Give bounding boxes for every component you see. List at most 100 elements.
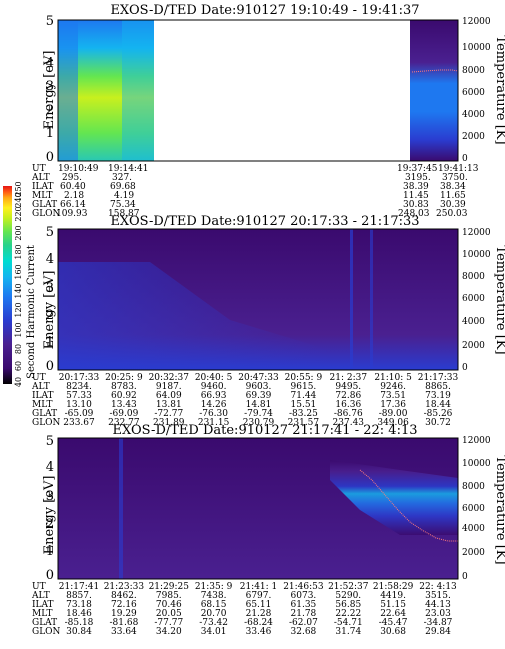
table-cell: 23.03 <box>425 609 451 619</box>
table-cell: 19:14:41 <box>108 164 148 174</box>
table-cell: 231.15 <box>198 418 230 428</box>
table-cell: -76.30 <box>199 409 228 419</box>
table-cell: 21:41: 1 <box>240 582 278 592</box>
table-cell: 21:29:25 <box>149 582 190 592</box>
panel-1-right-axis: 0 2000 4000 6000 8000 10000 12000 Temper… <box>462 17 505 164</box>
table-cell: 8462. <box>111 591 137 601</box>
table-cell: 21.78 <box>291 609 317 619</box>
table-cell: 4.19 <box>114 191 134 201</box>
table-cell: 16.36 <box>335 400 361 410</box>
y-tick-label: 0 <box>46 359 54 374</box>
table-cell: 69.39 <box>246 391 272 401</box>
row-header: GLAT <box>32 200 57 210</box>
table-cell: 19:37:45 <box>397 164 438 174</box>
table-cell: 71.44 <box>291 391 317 401</box>
table-cell: 64.09 <box>156 391 182 401</box>
y-axis-label: Energy [eV] <box>42 51 57 130</box>
panel-3-left-axis: 0 1 2 3 4 5 Energy [eV] <box>42 434 57 583</box>
table-cell: 109.93 <box>56 209 88 219</box>
y-tick-label: 5 <box>46 434 54 449</box>
table-cell: -68.24 <box>244 618 273 628</box>
table-cell: 8783. <box>111 382 137 392</box>
table-cell: 8857. <box>66 591 92 601</box>
panel-2-left-axis: 0 1 2 3 4 5 Energy [eV] <box>42 225 57 374</box>
table-cell: 68.15 <box>201 600 227 610</box>
y2-tick-label: 12000 <box>462 17 491 27</box>
table-cell: 295. <box>62 173 82 183</box>
table-cell: 21: 2:37 <box>330 373 368 383</box>
table-cell: -54.71 <box>334 618 363 628</box>
colorbar-tick-label: 120 <box>14 302 23 317</box>
table-cell: 158.87 <box>108 209 140 219</box>
table-cell: 21:46:53 <box>283 582 324 592</box>
table-cell: 9246. <box>380 382 406 392</box>
table-cell: -86.76 <box>334 409 363 419</box>
y2-tick-label: 6000 <box>462 294 485 304</box>
table-cell: 18.46 <box>66 609 92 619</box>
y-axis-label: Energy [eV] <box>42 271 57 350</box>
heatmap-enhancement <box>58 262 330 370</box>
table-cell: 44.13 <box>425 600 451 610</box>
heatmap-segment-1-band <box>122 20 154 161</box>
table-cell: 11.65 <box>440 191 466 201</box>
panel-2-frame <box>57 228 459 371</box>
y2-tick-label: 2000 <box>462 548 485 558</box>
colorbar-tick-label: 220 <box>14 206 23 221</box>
table-cell: 19:10:49 <box>58 164 99 174</box>
y-tick-label: 5 <box>46 225 54 240</box>
table-cell: 19:41:13 <box>438 164 479 174</box>
y-tick-label: 1 <box>46 335 54 350</box>
heatmap-segment-1-cool <box>58 20 78 161</box>
y2-tick-label: 0 <box>462 154 468 164</box>
y-tick-label: 0 <box>46 568 54 583</box>
panel-3-title: EXOS-D/TED Date:910127 21:17:41 - 22: 4:… <box>113 423 418 438</box>
table-cell: 56.85 <box>335 600 361 610</box>
table-cell: 66.93 <box>201 391 227 401</box>
colorbar-tick-label: 100 <box>14 322 23 337</box>
table-cell: 17.36 <box>380 400 406 410</box>
panel-1-title: EXOS-D/TED Date:910127 19:10:49 - 19:41:… <box>110 3 419 18</box>
panel-3-right-axis: 0 2000 4000 6000 8000 10000 12000 Temper… <box>462 436 505 582</box>
row-header: ALT <box>31 382 50 392</box>
table-cell: 2.18 <box>64 191 84 201</box>
table-cell: 9603. <box>246 382 272 392</box>
panel-3-frame <box>57 437 459 580</box>
panel-3-orbit-table: UT ALT ILAT MLT GLAT GLON <box>31 582 61 637</box>
panel-1-heatmap <box>58 20 458 161</box>
table-cell: 32.68 <box>291 627 317 637</box>
table-cell: 5290. <box>335 591 361 601</box>
table-cell: 21:23:33 <box>104 582 145 592</box>
temperature-trace-3 <box>359 469 458 542</box>
table-cell: 21:17:41 <box>59 582 99 592</box>
table-cell: 349.06 <box>377 418 409 428</box>
row-header: ILAT <box>32 182 54 192</box>
y-tick-label: 5 <box>46 14 54 29</box>
table-cell: 33.46 <box>246 627 272 637</box>
y-tick-label: 4 <box>46 56 54 71</box>
table-cell: 21:10: 5 <box>374 373 412 383</box>
table-cell: 75.34 <box>110 200 136 210</box>
y-tick-label: 3 <box>46 281 54 296</box>
y-tick-label: 2 <box>46 517 54 532</box>
table-cell: 69.68 <box>110 182 136 192</box>
table-cell: 13.43 <box>111 400 137 410</box>
table-cell: 233.67 <box>63 418 95 428</box>
y2-tick-label: 4000 <box>462 524 485 534</box>
table-cell: 30.68 <box>380 627 406 637</box>
y-tick-label: 3 <box>46 489 54 504</box>
heatmap-spike <box>370 229 373 370</box>
panel-2-heatmap <box>58 229 458 370</box>
panel-1-left-axis: 0 1 2 3 4 5 Energy [eV] <box>42 14 57 165</box>
y2-axis-label: Temperature [K] <box>493 35 505 144</box>
y2-tick-label: 12000 <box>462 436 491 446</box>
table-cell: 20:40: 5 <box>195 373 233 383</box>
table-cell: -79.74 <box>244 409 273 419</box>
table-cell: 13.10 <box>66 400 92 410</box>
colorbar-tick-label: 60 <box>14 361 23 371</box>
table-cell: 70.46 <box>156 600 182 610</box>
table-cell: 4419. <box>380 591 406 601</box>
colorbar-scale <box>3 186 12 384</box>
row-header: MLT <box>32 191 52 201</box>
table-cell: 248.03 <box>398 209 430 219</box>
